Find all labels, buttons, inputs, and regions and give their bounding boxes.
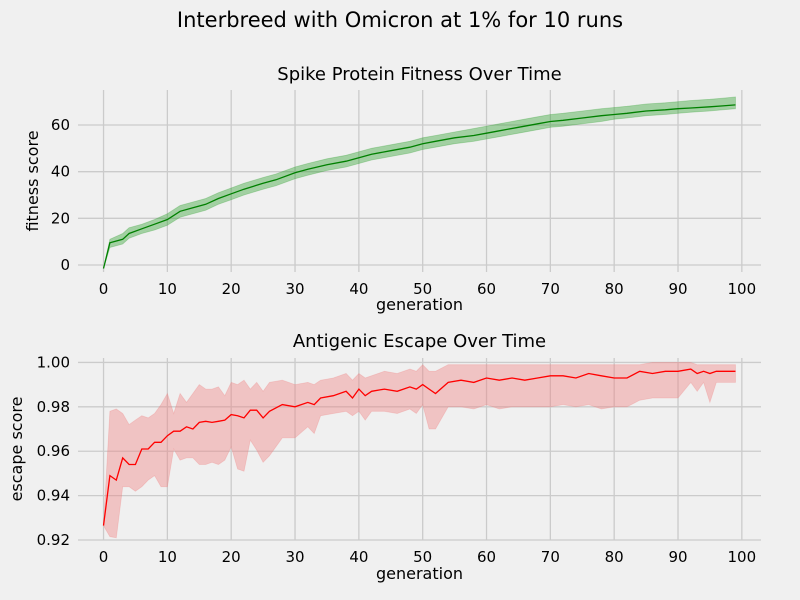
escape-x-tick-label: 100 — [728, 548, 757, 566]
escape-y-tick-label: 0.98 — [37, 398, 70, 416]
escape-y-tick-label: 0.94 — [37, 487, 70, 505]
escape-y-tick-label: 0.96 — [37, 442, 70, 460]
fitness-y-tick-label: 60 — [51, 116, 70, 134]
fitness-x-tick-label: 90 — [668, 280, 687, 298]
fitness-panel: Spike Protein Fitness Over Time generati… — [23, 64, 761, 314]
fitness-x-tick-label: 20 — [222, 280, 241, 298]
escape-y-tick-label: 1.00 — [37, 353, 70, 371]
escape-x-tick-label: 60 — [477, 548, 496, 566]
fitness-x-tick-label: 50 — [413, 280, 432, 298]
fitness-mean-line — [102, 104, 736, 269]
fitness-x-tick-label: 10 — [158, 280, 177, 298]
escape-x-tick-label: 10 — [158, 548, 177, 566]
escape-panel: Antigenic Escape Over Time generation es… — [7, 331, 761, 583]
fitness-y-tick-label: 20 — [51, 209, 70, 227]
fitness-grid — [78, 90, 761, 272]
escape-x-tick-label: 40 — [349, 548, 368, 566]
figure-title: Interbreed with Omicron at 1% for 10 run… — [176, 8, 624, 32]
escape-x-axis-label: generation — [376, 564, 463, 583]
escape-range-band — [103, 361, 736, 539]
escape-mean-line — [102, 368, 736, 526]
escape-x-tick-label: 80 — [605, 548, 624, 566]
escape-x-tick-label: 0 — [99, 548, 109, 566]
escape-panel-title: Antigenic Escape Over Time — [293, 331, 546, 352]
fitness-panel-title: Spike Protein Fitness Over Time — [277, 64, 561, 85]
fitness-x-tick-label: 100 — [728, 280, 757, 298]
fitness-x-tick-label: 80 — [605, 280, 624, 298]
escape-x-tick-label: 70 — [541, 548, 560, 566]
fitness-x-tick-label: 70 — [541, 280, 560, 298]
escape-y-tick-label: 0.92 — [37, 531, 70, 549]
escape-x-tick-label: 90 — [668, 548, 687, 566]
fitness-range-band — [103, 96, 736, 269]
fitness-x-tick-label: 40 — [349, 280, 368, 298]
escape-x-tick-label: 50 — [413, 548, 432, 566]
fitness-y-tick-label: 40 — [51, 163, 70, 181]
fitness-x-axis-label: generation — [376, 295, 463, 314]
fitness-x-tick-label: 30 — [285, 280, 304, 298]
fitness-y-tick-label: 0 — [60, 256, 70, 274]
fitness-x-tick-label: 60 — [477, 280, 496, 298]
escape-x-tick-label: 30 — [285, 548, 304, 566]
escape-grid — [78, 358, 761, 541]
fitness-y-axis-label: fitness score — [23, 130, 42, 231]
escape-y-axis-label: escape score — [7, 397, 26, 502]
fitness-x-tick-label: 0 — [99, 280, 109, 298]
escape-x-tick-label: 20 — [222, 548, 241, 566]
